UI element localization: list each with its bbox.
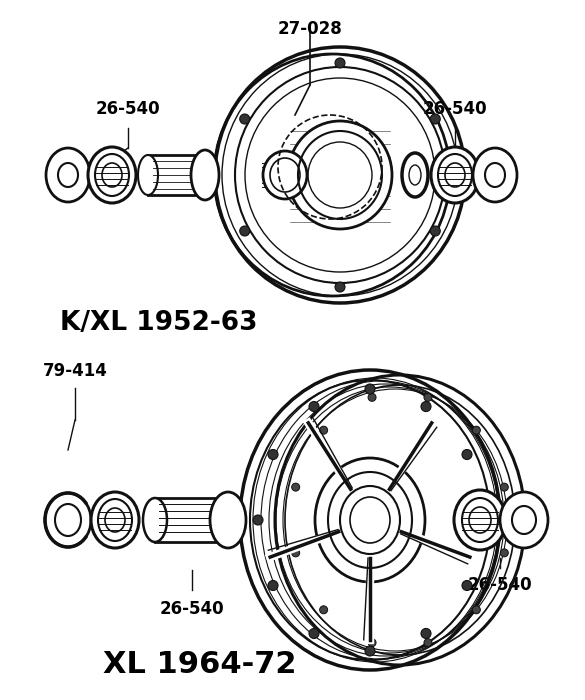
Ellipse shape xyxy=(91,492,139,548)
Circle shape xyxy=(430,226,441,236)
Ellipse shape xyxy=(45,493,91,547)
Circle shape xyxy=(477,515,487,525)
Circle shape xyxy=(430,114,441,124)
Ellipse shape xyxy=(215,47,465,303)
Bar xyxy=(155,498,228,542)
Ellipse shape xyxy=(191,150,219,200)
Ellipse shape xyxy=(340,486,400,554)
Ellipse shape xyxy=(240,370,500,670)
Circle shape xyxy=(309,402,319,412)
Ellipse shape xyxy=(431,147,479,203)
Circle shape xyxy=(368,638,376,647)
Ellipse shape xyxy=(210,492,246,548)
Ellipse shape xyxy=(216,498,240,542)
Circle shape xyxy=(335,282,345,292)
Text: K/XL 1952-63: K/XL 1952-63 xyxy=(60,310,257,336)
Ellipse shape xyxy=(315,458,425,582)
Circle shape xyxy=(368,393,376,401)
Ellipse shape xyxy=(143,498,167,542)
Text: 26-540: 26-540 xyxy=(423,100,487,118)
Text: XL 1964-72: XL 1964-72 xyxy=(103,650,297,679)
Circle shape xyxy=(319,426,328,434)
Circle shape xyxy=(500,549,508,557)
Ellipse shape xyxy=(138,155,158,195)
Circle shape xyxy=(365,384,375,394)
Text: 26-540: 26-540 xyxy=(96,100,160,118)
Circle shape xyxy=(335,58,345,68)
Circle shape xyxy=(240,114,250,124)
Circle shape xyxy=(462,580,472,591)
Bar xyxy=(285,161,343,189)
Circle shape xyxy=(240,226,250,236)
Ellipse shape xyxy=(500,492,548,548)
Text: 26-540: 26-540 xyxy=(160,600,224,618)
Ellipse shape xyxy=(263,151,307,199)
Ellipse shape xyxy=(195,155,215,195)
Circle shape xyxy=(500,483,508,491)
Circle shape xyxy=(253,515,263,525)
Circle shape xyxy=(462,449,472,459)
Ellipse shape xyxy=(88,147,136,203)
Text: 79-414: 79-414 xyxy=(43,362,108,380)
Circle shape xyxy=(424,393,432,401)
Ellipse shape xyxy=(473,148,517,202)
Circle shape xyxy=(365,646,375,656)
Circle shape xyxy=(472,606,480,614)
Ellipse shape xyxy=(46,148,90,202)
Circle shape xyxy=(472,426,480,434)
Ellipse shape xyxy=(402,153,428,197)
Text: 26-540: 26-540 xyxy=(467,576,532,594)
Ellipse shape xyxy=(288,121,392,229)
Circle shape xyxy=(268,580,278,591)
Circle shape xyxy=(268,449,278,459)
Circle shape xyxy=(424,638,432,647)
Circle shape xyxy=(309,629,319,638)
Ellipse shape xyxy=(454,490,506,550)
Circle shape xyxy=(292,483,300,491)
Circle shape xyxy=(292,549,300,557)
Circle shape xyxy=(319,606,328,614)
Circle shape xyxy=(421,402,431,412)
Text: 27-028: 27-028 xyxy=(278,20,342,38)
Circle shape xyxy=(421,629,431,638)
Bar xyxy=(148,155,205,195)
